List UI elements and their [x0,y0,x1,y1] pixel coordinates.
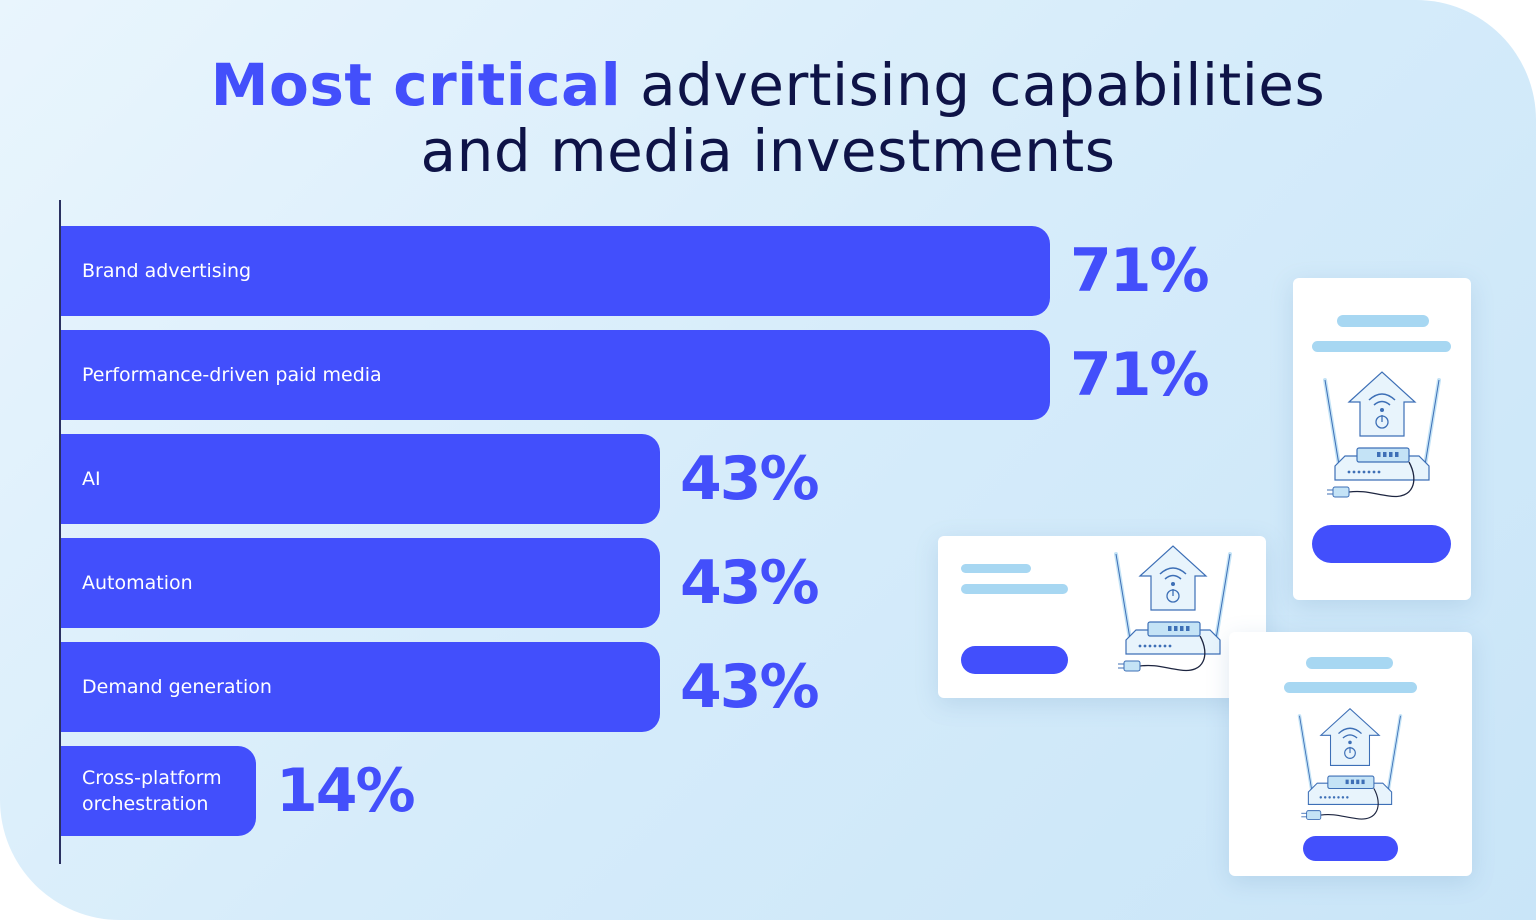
bar-category-label: Automation [82,572,193,594]
title-line2: and media investments [420,117,1116,185]
placeholder-line [1284,682,1417,693]
router-card-top-right [1293,278,1471,600]
router-icon [1114,545,1232,672]
router-card-middle [938,536,1266,698]
chart-title: Most critical advertising capabilities a… [0,52,1536,184]
router-icon [1297,708,1403,820]
placeholder-line [961,584,1068,594]
placeholder-button [961,646,1068,674]
bar-value-label: 71% [1070,236,1210,306]
bar-demand-generation: Demand generation [61,642,660,732]
bar-value-label: 14% [276,756,416,826]
bar-category-label: AI [82,468,101,490]
bar-category-label: Brand advertising [82,260,252,282]
bar-value-label: 71% [1070,340,1210,410]
bar-category-label: Demand generation [82,676,272,698]
bar-category-label: Performance-driven paid media [82,364,382,386]
placeholder-line [1312,341,1451,352]
placeholder-line [1306,657,1393,669]
placeholder-button [1312,525,1451,563]
router-card-bottom-right [1229,632,1472,876]
bar-category-label: Cross-platform orchestration [82,767,222,815]
y-axis-line [59,200,61,864]
title-highlight: Most critical [210,51,622,119]
bar-automation: Automation [61,538,660,628]
bar-ai: AI [61,434,660,524]
bar-value-label: 43% [680,652,820,722]
bar-performance-driven-paid-media: Performance-driven paid media [61,330,1050,420]
router-icon [1323,371,1441,498]
bar-value-label: 43% [680,548,820,618]
bar-cross-platform-orchestration: Cross-platform orchestration [61,746,256,836]
placeholder-line [1337,315,1429,327]
bar-value-label: 43% [680,444,820,514]
placeholder-line [961,564,1031,573]
placeholder-button [1303,836,1398,861]
title-line1-rest: advertising capabilities [621,51,1326,119]
bar-brand-advertising: Brand advertising [61,226,1050,316]
